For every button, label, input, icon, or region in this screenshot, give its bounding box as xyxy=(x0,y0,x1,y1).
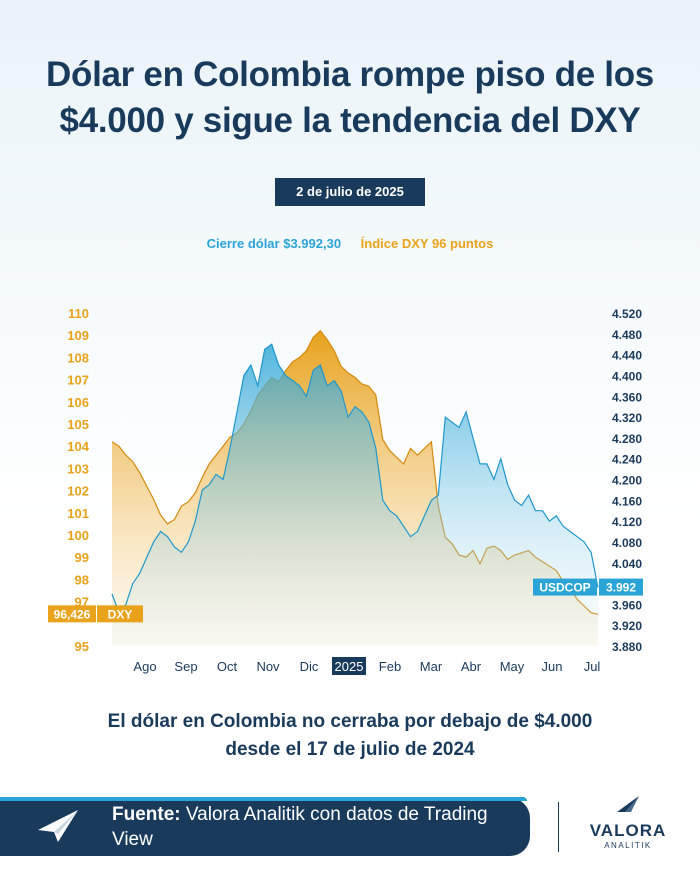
year-badge-bg xyxy=(332,657,366,675)
logo: VALORA ANALITIK xyxy=(578,794,678,850)
y-left-tick-label: 110 xyxy=(68,306,89,321)
chart-legend: Cierre dólar $3.992,30 Índice DXY 96 pun… xyxy=(0,236,700,251)
x-tick-label: Jun xyxy=(542,659,563,674)
title-line-2: $4.000 y sigue la tendencia del DXY xyxy=(59,101,641,140)
legend-usdcop: Cierre dólar $3.992,30 xyxy=(206,236,342,251)
x-tick-label: Feb xyxy=(379,659,401,674)
y-left-tick-label: 107 xyxy=(67,373,89,388)
footer-divider xyxy=(558,802,559,852)
y-left-tick-label: 106 xyxy=(67,395,89,410)
x-tick-label: Sep xyxy=(174,659,197,674)
y-left-tick-label: 103 xyxy=(67,461,89,476)
source-note: Fuente: Valora Analitik con datos de Tra… xyxy=(112,802,512,852)
y-right-tick-label: 4.520 xyxy=(612,307,642,321)
y-left-tick-label: 105 xyxy=(67,417,89,432)
y-left-tick-label: 104 xyxy=(67,439,89,454)
caption-line-1: El dólar en Colombia no cerraba por deba… xyxy=(107,711,593,732)
paper-plane-icon xyxy=(38,810,78,842)
logo-mark-icon xyxy=(617,796,639,812)
y-right-tick-label: 4.160 xyxy=(612,494,642,508)
title-line-1: Dólar en Colombia rompe piso de los xyxy=(46,55,654,94)
source-text: Valora Analitik con datos de Trading Vie… xyxy=(112,804,488,850)
dxy-name-badge xyxy=(97,605,143,623)
x-tick-label: Nov xyxy=(256,659,280,674)
usdcop-value-badge xyxy=(599,578,643,596)
y-right-tick-label: 4.480 xyxy=(612,328,642,342)
y-left-tick-label: 101 xyxy=(67,506,89,521)
x-tick-label: Ago xyxy=(133,659,156,674)
logo-sub: ANALITIK xyxy=(604,841,652,850)
footer-accent xyxy=(0,797,527,801)
caption: El dólar en Colombia no cerraba por deba… xyxy=(0,708,700,764)
x-tick-label: Oct xyxy=(217,659,238,674)
usdcop-area xyxy=(112,344,598,646)
y-right-tick-label: 4.280 xyxy=(612,432,642,446)
x-tick-label: May xyxy=(500,659,525,674)
y-left-tick-label: 100 xyxy=(67,528,89,543)
y-right-tick-label: 4.440 xyxy=(612,349,642,363)
y-left-tick-label: 99 xyxy=(75,550,89,565)
footer-band xyxy=(0,798,530,856)
usdcop-line xyxy=(111,343,599,614)
y-left-tick-label: 95 xyxy=(75,639,89,654)
dxy-value-badge xyxy=(48,605,96,623)
dxy-value-label: 96,426 xyxy=(54,607,91,621)
y-right-tick-label: 4.360 xyxy=(612,390,642,404)
date-badge: 2 de julio de 2025 xyxy=(275,178,425,206)
y-right-tick-label: 4.400 xyxy=(612,369,642,383)
y-right-tick-label: 4.240 xyxy=(612,453,642,467)
legend-dxy: Índice DXY 96 puntos xyxy=(360,236,494,251)
usdcop-name-badge xyxy=(533,578,597,596)
page-title: Dólar en Colombia rompe piso de los $4.0… xyxy=(0,52,700,144)
source-label: Fuente: xyxy=(112,804,181,825)
y-right-tick-label: 4.120 xyxy=(612,515,642,529)
y-left-tick-label: 108 xyxy=(67,350,89,365)
y-right-tick-label: 4.200 xyxy=(612,474,642,488)
y-left-tick-label: 98 xyxy=(75,572,89,587)
y-right-tick-label: 4.320 xyxy=(612,411,642,425)
y-right-tick-label: 4.080 xyxy=(612,536,642,550)
logo-word: VALORA xyxy=(589,821,667,840)
caption-line-2: desde el 17 de julio de 2024 xyxy=(225,739,475,760)
x-tick-label: Mar xyxy=(420,659,443,674)
x-tick-label: Abr xyxy=(461,659,482,674)
y-left-tick-label: 102 xyxy=(67,484,89,499)
dxy-name-label: DXY xyxy=(108,607,133,621)
y-left-tick-label: 109 xyxy=(67,328,89,343)
x-tick-label: Jul xyxy=(584,659,601,674)
y-right-tick-label: 3.920 xyxy=(612,619,642,633)
y-right-tick-label: 4.040 xyxy=(612,557,642,571)
y-right-tick-label: 3.880 xyxy=(612,640,642,654)
x-tick-label: 2025 xyxy=(335,659,364,674)
chart: 1101091081071061051041031021011009998979… xyxy=(48,306,643,675)
usdcop-value-label: 3.992 xyxy=(606,581,636,595)
x-tick-label: Dic xyxy=(300,659,319,674)
y-right-tick-label: 3.960 xyxy=(612,598,642,612)
usdcop-name-label: USDCOP xyxy=(539,581,590,595)
